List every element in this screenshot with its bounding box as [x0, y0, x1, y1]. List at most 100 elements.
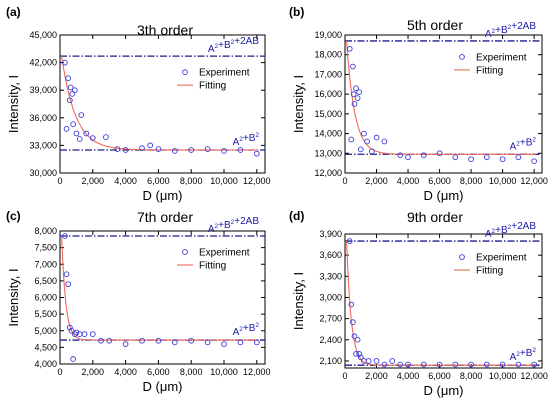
x-tick-label: 6,000 [428, 371, 451, 381]
experiment-point [361, 130, 367, 137]
x-tick-label: 8,000 [180, 176, 203, 186]
y-tick-label: 2,400 [319, 335, 342, 345]
upper-reference-label: A2+B2+2AB [485, 21, 537, 40]
experiment-point [83, 130, 90, 137]
experiment-point [350, 63, 356, 70]
x-tick-label: 2,000 [82, 176, 105, 186]
experiment-point [62, 59, 68, 66]
x-axis-label: D (μm) [424, 383, 464, 398]
experiment-point [62, 233, 68, 239]
panel-letter: (d) [289, 209, 304, 223]
experiment-point [66, 324, 73, 331]
legend-experiment-marker [459, 254, 465, 260]
y-tick-label: 14,000 [314, 129, 342, 139]
experiment-point [221, 341, 227, 347]
experiment-point [354, 336, 361, 343]
experiment-point [253, 339, 260, 346]
x-tick-label: 12,000 [520, 371, 548, 381]
upper-reference-label: A2+B2+2AB [208, 36, 260, 55]
experiment-point [348, 301, 355, 308]
x-tick-label: 0 [342, 371, 347, 381]
experiment-point [351, 101, 358, 107]
upper-reference-label: A2+B2+2AB [485, 221, 537, 240]
experiment-point [373, 358, 380, 364]
x-axis-label: D (μm) [143, 188, 183, 203]
x-tick-label: 0 [57, 367, 62, 377]
x-tick-label: 2,000 [82, 367, 105, 377]
legend-fitting-label: Fitting [476, 65, 503, 76]
lower-reference-label: A2+B2 [233, 322, 260, 338]
experiment-point [139, 337, 145, 344]
panel-title: 3th order [137, 22, 193, 38]
experiment-point [103, 134, 109, 140]
experiment-point [353, 85, 359, 92]
legend: Experiment Fitting [454, 52, 527, 76]
legend-experiment-label: Experiment [476, 52, 527, 63]
x-tick-label: 12,000 [243, 367, 271, 377]
experiment-point [81, 331, 88, 337]
x-axis-label: D (μm) [424, 188, 464, 203]
experiment-point [468, 156, 474, 163]
experiment-point [452, 154, 459, 161]
experiment-point [499, 361, 506, 368]
y-tick-label: 3,300 [319, 271, 342, 281]
experiment-point [70, 356, 76, 362]
experiment-point [188, 147, 195, 153]
experiment-point [515, 154, 522, 161]
plot-frame [59, 34, 266, 174]
experiment-point [204, 339, 211, 346]
y-axis-label: Intensity, I [291, 272, 306, 330]
experiment-point [381, 138, 388, 145]
plot-frame [344, 233, 543, 369]
y-tick-label: 2,100 [319, 356, 342, 366]
experiment-point [106, 337, 113, 344]
y-tick-label: 39,000 [29, 85, 57, 95]
legend-experiment-label: Experiment [199, 68, 250, 79]
y-tick-label: 45,000 [29, 30, 57, 40]
x-tick-label: 0 [57, 176, 62, 186]
y-axis-label: Intensity, I [6, 75, 21, 133]
legend-experiment-marker [182, 69, 188, 76]
experiment-point [346, 238, 353, 244]
experiment-point [66, 97, 73, 104]
y-tick-label: 3,900 [319, 229, 342, 239]
y-tick-label: 3,000 [319, 292, 342, 302]
experiment-point [221, 148, 227, 154]
y-tick-label: 17,000 [314, 69, 342, 79]
experiment-point [368, 148, 375, 155]
y-tick-label: 6,000 [34, 293, 57, 303]
legend-fitting-label: Fitting [199, 260, 226, 271]
experiment-point [483, 361, 490, 368]
experiment-point [351, 333, 358, 340]
y-axis-label: Intensity, I [291, 75, 306, 133]
experiment-point [499, 156, 506, 163]
y-axis-label: Intensity, I [6, 268, 21, 326]
y-tick-label: 4,000 [34, 359, 57, 369]
x-tick-label: 2,000 [365, 176, 388, 186]
x-tick-label: 10,000 [210, 367, 238, 377]
legend-experiment-marker [182, 249, 188, 255]
x-tick-label: 10,000 [210, 176, 238, 186]
experiment-point [139, 145, 145, 152]
experiment-point [381, 361, 388, 368]
upper-reference-label: A2+B2+2AB [208, 216, 260, 235]
panel-letter: (c) [6, 209, 21, 223]
experiment-point [147, 142, 154, 149]
experiment-point [204, 146, 211, 152]
y-tick-label: 33,000 [29, 140, 57, 150]
experiment-point [253, 150, 260, 157]
y-tick-label: 8,000 [34, 226, 57, 236]
experiment-point [188, 337, 195, 344]
x-tick-label: 4,000 [397, 176, 420, 186]
experiment-point [78, 112, 85, 118]
panel-title: 5th order [407, 17, 463, 33]
y-tick-label: 7,500 [34, 243, 57, 253]
y-tick-label: 19,000 [314, 30, 342, 40]
experiment-point [63, 271, 70, 278]
experiment-point [397, 361, 404, 368]
y-tick-label: 36,000 [29, 113, 57, 123]
plot-frame [344, 34, 543, 174]
experiment-point [237, 147, 244, 153]
experiment-point [350, 319, 356, 326]
experiment-point [63, 125, 70, 132]
